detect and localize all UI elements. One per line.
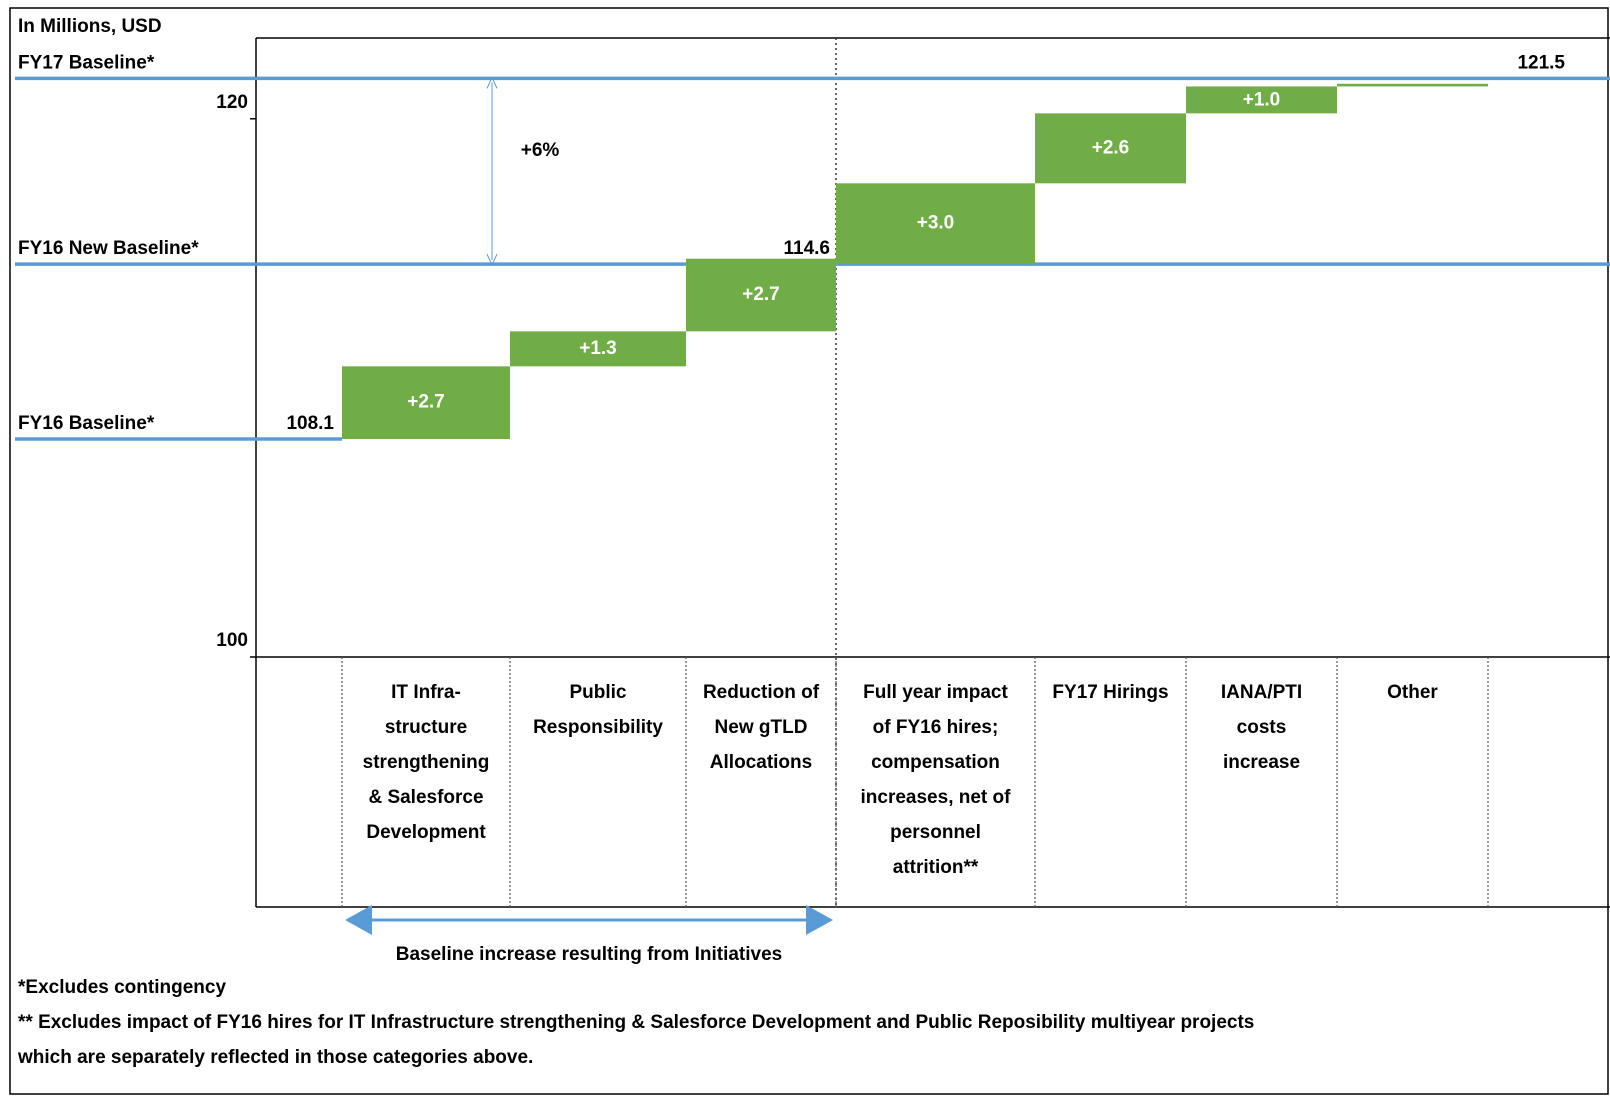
x-tick-label: strengthening xyxy=(363,752,490,773)
bracket-label: Baseline increase resulting from Initiat… xyxy=(396,944,782,965)
x-tick-label: Full year impact xyxy=(863,682,1008,703)
bar xyxy=(686,258,836,332)
x-tick-label: of FY16 hires; xyxy=(873,717,999,738)
x-tick-label: increase xyxy=(1223,752,1300,773)
y-tick-label: 100 xyxy=(216,630,248,651)
x-tick-label: New gTLD xyxy=(715,717,808,738)
baseline-name: FY16 New Baseline* xyxy=(18,238,199,259)
baseline-name: FY16 Baseline* xyxy=(18,413,155,434)
footnote: ** Excludes impact of FY16 hires for IT … xyxy=(18,1012,1254,1033)
baseline-name: FY17 Baseline* xyxy=(18,52,155,73)
x-tick-label: increases, net of xyxy=(861,787,1012,808)
x-tick-label: compensation xyxy=(871,752,1000,773)
x-tick-label: IT Infra- xyxy=(391,682,461,703)
x-tick-label: personnel xyxy=(890,822,981,843)
frame xyxy=(9,7,1609,1095)
bar xyxy=(342,366,510,440)
y-axis-label: In Millions, USD xyxy=(18,16,162,37)
x-tick-label: structure xyxy=(385,717,467,738)
value-label: +1.0 xyxy=(1243,89,1281,110)
baseline-value: 114.6 xyxy=(784,238,831,259)
x-tick-label: Other xyxy=(1387,682,1438,703)
baseline-value: 108.1 xyxy=(286,413,334,434)
bar xyxy=(836,183,1035,265)
x-tick-label: Allocations xyxy=(710,752,812,773)
value-label: +1.3 xyxy=(579,338,617,359)
x-tick-label: Reduction of xyxy=(703,682,820,703)
footnote: *Excludes contingency xyxy=(18,977,226,998)
value-label: +2.7 xyxy=(407,392,445,413)
value-label: +2.6 xyxy=(1092,137,1130,158)
footnote: which are separately reflected in those … xyxy=(17,1047,533,1068)
value-label: +0.1 xyxy=(1394,87,1432,108)
x-tick-label: FY17 Hirings xyxy=(1052,682,1168,703)
x-tick-label: & Salesforce xyxy=(368,787,483,808)
bar xyxy=(1186,86,1337,114)
baseline-value: 121.5 xyxy=(1517,52,1565,73)
bar xyxy=(510,331,686,367)
value-label: +3.0 xyxy=(917,213,955,234)
x-tick-label: attrition** xyxy=(893,857,979,878)
x-tick-label: costs xyxy=(1237,717,1287,738)
x-tick-label: IANA/PTI xyxy=(1221,682,1302,703)
growth-label: +6% xyxy=(521,140,560,161)
x-tick-label: Development xyxy=(366,822,486,843)
bar xyxy=(1035,113,1186,184)
y-tick-label: 120 xyxy=(216,92,248,113)
x-tick-label: Responsibility xyxy=(533,717,663,738)
x-tick-label: Public xyxy=(569,682,626,703)
bar xyxy=(1337,83,1488,87)
value-label: +2.7 xyxy=(742,284,780,305)
